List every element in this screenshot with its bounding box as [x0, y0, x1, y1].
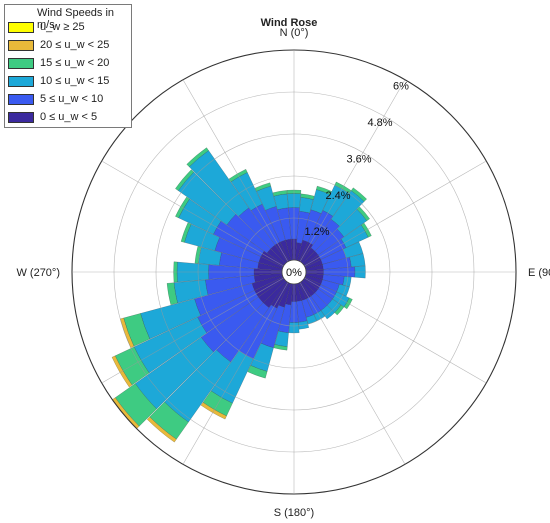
legend-item-20-25: 20 ≤ u_w < 25	[8, 39, 130, 53]
bar-dir-110-bin-2	[336, 284, 350, 297]
chart-title: Wind Rose	[261, 17, 318, 29]
direction-label-180: S (180°)	[274, 507, 314, 519]
legend-item-5-10: 5 ≤ u_w < 10	[8, 93, 130, 107]
direction-label-90: E (90°)	[528, 267, 550, 279]
legend-item-0-5: 0 ≤ u_w < 5	[8, 111, 130, 125]
legend-title: Wind Speeds in m/s	[37, 7, 115, 31]
grid-spoke-30	[299, 79, 406, 262]
radial-tick-6: 6%	[393, 81, 409, 93]
legend-label-10-15: 10 ≤ u_w < 15	[40, 75, 110, 87]
bar-dir-10-bin-3	[300, 193, 315, 200]
legend-item-15-20: 15 ≤ u_w < 20	[8, 57, 130, 71]
legend-label-5-10: 5 ≤ u_w < 10	[40, 93, 104, 105]
radial-tick-2-4: 2.4%	[325, 190, 350, 202]
bar-dir-130-bin-3	[334, 304, 345, 316]
bar-dir-290-bin-3	[180, 222, 192, 243]
axis-labels: 1.2% 2.4% 3.6% 4.8% 6% N (0°) E (90°) S (180°) W…	[16, 27, 550, 519]
legend-swatch-15-20	[8, 58, 34, 69]
bar-dir-50-bin-3	[356, 206, 370, 222]
direction-label-270: W (270°)	[16, 267, 60, 279]
grid-spoke-330	[182, 79, 289, 262]
radial-tick-3-6: 3.6%	[346, 154, 371, 166]
legend-label-20-25: 20 ≤ u_w < 25	[40, 39, 110, 51]
legend-label-0-5: 0 ≤ u_w < 5	[40, 111, 98, 123]
legend-swatch-20-25	[8, 40, 34, 51]
bar-dir-200-bin-3	[247, 365, 268, 379]
bar-dir-190-bin-3	[273, 344, 288, 351]
bar-dir-340-bin-3	[254, 182, 272, 192]
legend-swatch-10-15	[8, 76, 34, 87]
legend-item-ge25: u_w ≥ 25	[8, 21, 130, 35]
direction-label-0: N (0°)	[280, 27, 309, 39]
legend-swatch-0-5	[8, 112, 34, 123]
grid-spoke-150	[299, 282, 406, 465]
legend-swatch-5-10	[8, 94, 34, 105]
radial-tick-4-8: 4.8%	[367, 117, 392, 129]
center-hole	[281, 259, 307, 285]
bar-dir-40-bin-3	[350, 187, 367, 202]
grid-spoke-210	[182, 282, 289, 465]
bar-dir-320-bin-3	[186, 147, 209, 168]
bar-dir-140-bin-2	[320, 305, 335, 320]
bar-dir-20-bin-3	[316, 185, 332, 195]
legend-item-10-15: 10 ≤ u_w < 15	[8, 75, 130, 89]
grid-spoke-60	[304, 160, 487, 267]
bar-dir-260-bin-3	[166, 282, 178, 305]
bar-dir-80-bin-2	[349, 253, 366, 268]
legend-swatch-ge25	[8, 22, 34, 33]
bar-dir-350-bin-3	[272, 190, 288, 197]
grid-spoke-240	[101, 277, 284, 384]
legend: Wind Speeds in m/s u_w ≥ 25 20 ≤ u_w < 2…	[4, 4, 132, 128]
bar-dir-310-bin-3	[175, 169, 195, 191]
grid-spoke-120	[304, 277, 487, 384]
legend-label-ge25: u_w ≥ 25	[40, 21, 85, 33]
bar-dir-220-bin-4	[146, 416, 177, 443]
grid-overlay	[71, 49, 517, 495]
grid-spoke-300	[101, 160, 284, 267]
legend-label-15-20: 15 ≤ u_w < 20	[40, 57, 110, 69]
center-label: 0%	[286, 267, 302, 279]
radial-tick-1-2: 1.2%	[304, 226, 329, 238]
